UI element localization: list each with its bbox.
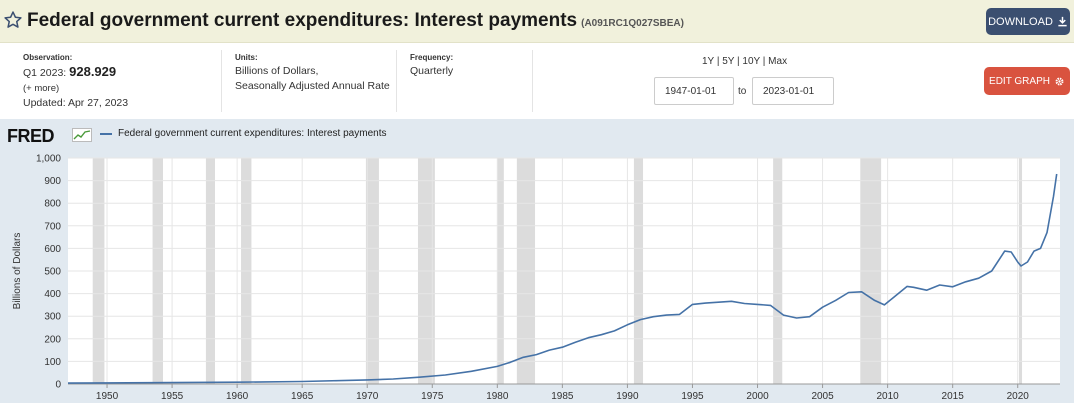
frequency-label: Frequency:	[410, 53, 454, 62]
y-axis-label: Billions of Dollars	[12, 233, 23, 310]
fred-logo: FRED	[7, 126, 55, 146]
units-line2: Seasonally Adjusted Annual Rate	[235, 80, 390, 92]
line-chart: 0 100 200 300 400 500 600 700 800 900 1,000 1950 195…	[12, 154, 1060, 402]
to-label: to	[738, 86, 747, 97]
units-label: Units:	[235, 53, 258, 62]
end-date-input[interactable]: 2023-01-01	[752, 77, 834, 105]
x-tick-label: 1995	[681, 391, 704, 402]
y-tick-label: 0	[55, 380, 61, 391]
observation-block: Observation: Q1 2023: 928.929 (+ more) U…	[23, 53, 128, 111]
y-tick-label: 400	[44, 289, 61, 300]
x-tick-label: 2020	[1007, 391, 1030, 402]
edit-graph-label: EDIT GRAPH	[989, 75, 1050, 87]
chart-panel: FRED Federal government current expendit…	[0, 119, 1074, 403]
start-date-input[interactable]: 1947-01-01	[654, 77, 734, 105]
download-icon	[1058, 16, 1067, 27]
y-tick-label: 700	[44, 221, 61, 232]
divider	[396, 50, 397, 112]
download-label: DOWNLOAD	[988, 15, 1053, 28]
x-tick-label: 2010	[876, 391, 899, 402]
series-meta: Observation: Q1 2023: 928.929 (+ more) U…	[0, 44, 1074, 118]
fred-logo-graph-icon	[72, 128, 92, 142]
x-tick-label: 1950	[96, 391, 119, 402]
legend-label: Federal government current expenditures:…	[118, 128, 387, 139]
frequency-value: Quarterly	[410, 65, 454, 77]
gear-icon	[1055, 77, 1064, 85]
y-tick-label: 900	[44, 176, 61, 187]
x-tick-label: 1965	[291, 391, 314, 402]
y-tick-label: 500	[44, 267, 61, 278]
download-button[interactable]: DOWNLOAD	[986, 8, 1070, 35]
observation-value: 928.929	[69, 64, 117, 79]
title-bar: Federal government current expenditures:…	[0, 0, 1074, 43]
divider	[221, 50, 222, 112]
frequency-block: Frequency: Quarterly	[410, 53, 453, 79]
x-tick-label: 1980	[486, 391, 509, 402]
x-tick-label: 1960	[226, 391, 249, 402]
y-tick-label: 600	[44, 244, 61, 255]
x-tick-label: 1970	[356, 391, 379, 402]
x-tick-label: 1975	[421, 391, 444, 402]
series-title: Federal government current expenditures:…	[27, 10, 578, 31]
divider	[532, 50, 533, 112]
y-tick-label: 1,000	[36, 154, 61, 165]
star-icon[interactable]	[3, 10, 23, 30]
more-link[interactable]: (+ more)	[23, 83, 60, 94]
legend-swatch	[100, 132, 112, 135]
y-tick-label: 300	[44, 312, 61, 323]
x-tick-label: 1985	[551, 391, 574, 402]
units-block: Units: Billions of Dollars, Seasonally A…	[235, 53, 390, 94]
page-title: Federal government current expenditures:…	[27, 10, 684, 32]
y-tick-label: 800	[44, 199, 61, 210]
y-tick-label: 100	[44, 357, 61, 368]
chart-legend: Federal government current expenditures:…	[100, 128, 386, 139]
x-tick-label: 2005	[811, 391, 834, 402]
series-line	[67, 173, 1058, 384]
edit-graph-button[interactable]: EDIT GRAPH	[984, 67, 1070, 95]
observation-label: Observation:	[23, 53, 73, 62]
observation-period: Q1 2023:	[23, 67, 67, 79]
x-tick-label: 2015	[942, 391, 965, 402]
x-tick-label: 1990	[616, 391, 639, 402]
x-tick-label: 2000	[746, 391, 769, 402]
range-selector[interactable]: 1Y | 5Y | 10Y | Max	[702, 56, 788, 67]
x-tick-label: 1955	[161, 391, 184, 402]
y-tick-label: 200	[44, 334, 61, 345]
updated-date: Updated: Apr 27, 2023	[23, 97, 129, 109]
units-line1: Billions of Dollars,	[235, 65, 319, 77]
series-id: (A091RC1Q027SBEA)	[581, 18, 684, 29]
